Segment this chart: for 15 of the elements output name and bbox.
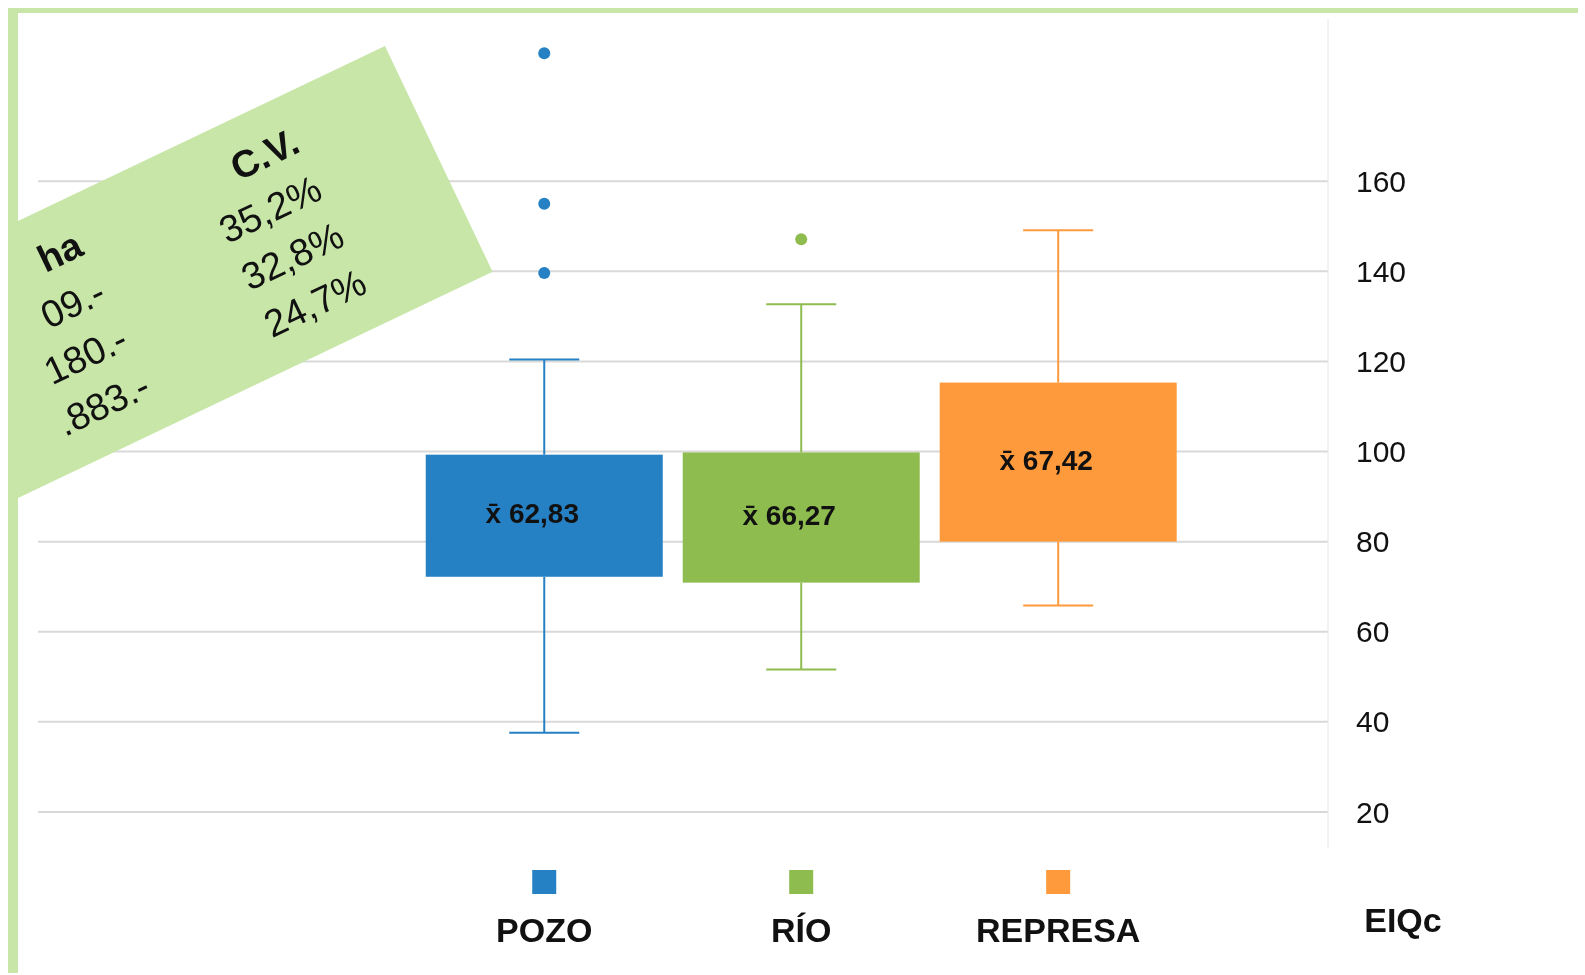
x-tick-label: POZO [496,911,593,949]
y-tick-label: 20 [1356,795,1390,829]
y-tick-label: 60 [1356,615,1390,649]
y-tick-label: 40 [1356,705,1390,739]
annotation: x̄ 62,83 [485,498,579,530]
x-tick-label: REPRESA [975,911,1141,949]
y-tick-label: 140 [1356,254,1407,288]
x-tick-label: RÍO [770,911,832,949]
y-tick-label: 160 [1356,164,1407,198]
annotation: x̄ 66,27 [742,499,836,531]
y-tick-label: 80 [1356,525,1390,559]
y-axis-title: EIQc [1363,901,1443,940]
y-tick-label: 100 [1356,435,1407,469]
y-tick-label: 120 [1356,345,1407,379]
annotation: x̄ 67,42 [999,444,1093,476]
